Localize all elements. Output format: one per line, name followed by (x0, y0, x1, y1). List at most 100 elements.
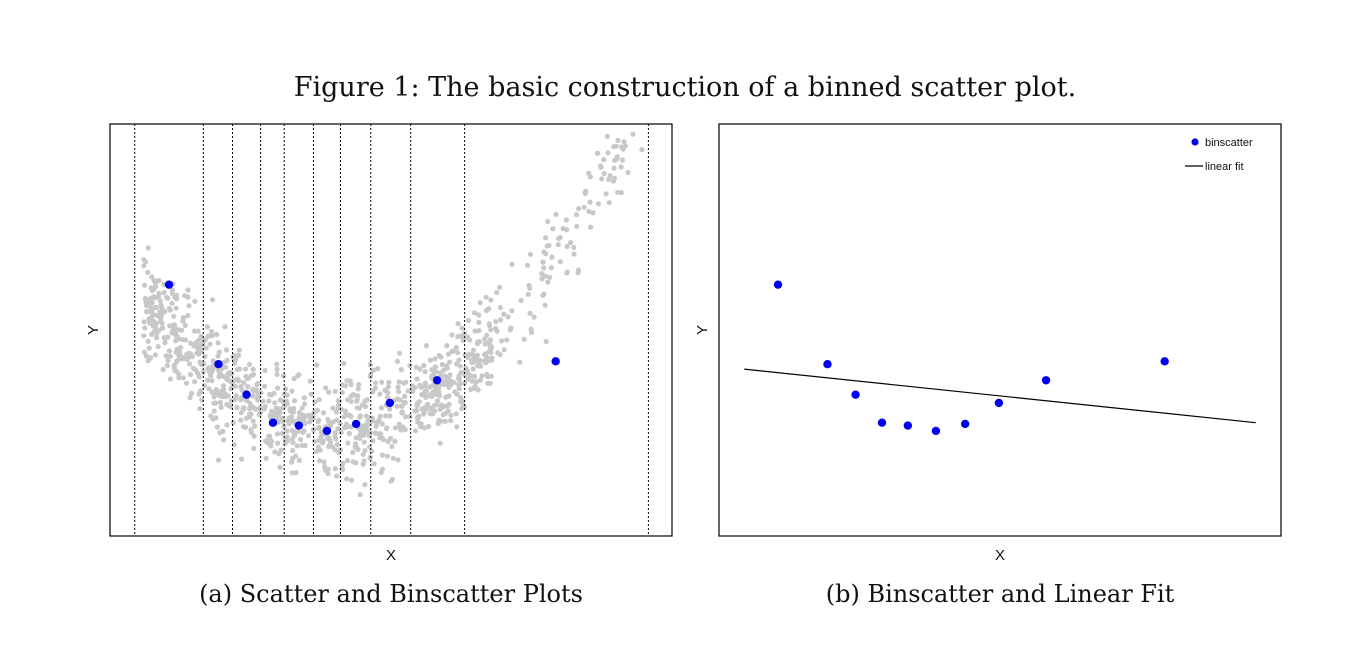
scatter-point (396, 388, 402, 395)
scatter-point (444, 343, 450, 349)
scatter-point (357, 492, 363, 498)
scatter-point (169, 300, 175, 306)
scatter-point (167, 323, 173, 329)
scatter-point (323, 385, 329, 391)
scatter-point (499, 338, 505, 344)
scatter-point (164, 334, 170, 340)
scatter-point (180, 318, 186, 324)
scatter-point (486, 357, 492, 363)
scatter-point (214, 331, 220, 338)
scatter-point (542, 302, 548, 308)
scatter-point (205, 377, 211, 383)
scatter-point (192, 328, 198, 334)
scatter-point (380, 437, 387, 443)
scatter-point (564, 227, 570, 233)
scatter-point (233, 393, 239, 399)
scatter-point (361, 458, 367, 464)
scatter-point (158, 302, 164, 308)
scatter-point (342, 383, 349, 389)
scatter-point (487, 380, 493, 386)
scatter-point (387, 413, 393, 419)
binscatter-point (551, 357, 560, 366)
scatter-point (286, 419, 293, 425)
scatter-point (498, 317, 504, 323)
caption-a: (a) Scatter and Binscatter Plots (199, 580, 583, 608)
scatter-point (495, 350, 501, 356)
scatter-point (210, 363, 216, 369)
scatter-point (243, 415, 249, 421)
scatter-point (314, 362, 320, 368)
scatter-point (545, 279, 551, 285)
scatter-point (383, 426, 390, 432)
scatter-point (546, 242, 552, 249)
scatter-point (197, 406, 203, 412)
scatter-point (273, 405, 279, 411)
scatter-point (187, 361, 193, 367)
scatter-point (493, 325, 499, 332)
scatter-point (234, 405, 240, 411)
scatter-point (445, 351, 451, 357)
scatter-point (212, 400, 218, 406)
scatter-point (216, 349, 222, 355)
scatter-point (455, 350, 461, 356)
x-axis-label: X (995, 547, 1005, 564)
scatter-point (488, 297, 494, 303)
binscatter-point (322, 426, 332, 436)
scatter-point (203, 345, 209, 351)
scatter-point (397, 350, 403, 356)
scatter-point (165, 357, 171, 363)
plot-frame (718, 123, 1282, 537)
scatter-point (157, 309, 163, 315)
scatter-point (307, 378, 313, 384)
scatter-point (477, 377, 483, 383)
scatter-point (332, 433, 338, 440)
scatter-point (220, 389, 226, 396)
scatter-point (471, 373, 478, 379)
scatter-point (414, 402, 420, 408)
scatter-point (394, 358, 401, 364)
scatter-point (540, 292, 546, 298)
scatter-point (488, 343, 494, 349)
scatter-point (588, 224, 594, 230)
scatter-point (271, 390, 277, 396)
scatter-point (262, 438, 269, 444)
scatter-point (250, 386, 256, 392)
scatter-point (448, 418, 454, 424)
scatter-point (605, 150, 611, 156)
scatter-point (152, 304, 158, 310)
scatter-point (587, 199, 593, 205)
scatter-point (276, 451, 282, 457)
binscatter-point (994, 398, 1004, 408)
scatter-point (222, 324, 228, 330)
scatter-point (507, 327, 513, 333)
scatter-point (395, 384, 401, 390)
scatter-point (615, 189, 621, 195)
scatter-point (284, 392, 290, 398)
scatter-point (445, 408, 451, 414)
scatter-point (296, 372, 302, 378)
scatter-point (296, 457, 302, 463)
scatter-point (230, 379, 236, 385)
scatter-point (394, 403, 400, 409)
scatter-point (225, 371, 231, 377)
scatter-point (484, 371, 490, 377)
scatter-point (238, 417, 244, 423)
scatter-point (210, 416, 216, 422)
scatter-point (284, 428, 290, 434)
scatter-point (465, 376, 471, 382)
scatter-point (348, 398, 354, 404)
scatter-point (292, 398, 298, 404)
scatter-point (248, 403, 254, 409)
scatter-point (464, 354, 471, 360)
scatter-point (206, 365, 212, 371)
scatter-point (451, 380, 457, 386)
scatter-point (364, 397, 370, 403)
scatter-point (304, 413, 310, 419)
scatter-point (540, 259, 546, 265)
scatter-point (250, 366, 256, 372)
scatter-point (471, 359, 477, 365)
scatter-point (385, 384, 391, 390)
scatter-point (362, 482, 368, 488)
scatter-point (272, 449, 278, 455)
